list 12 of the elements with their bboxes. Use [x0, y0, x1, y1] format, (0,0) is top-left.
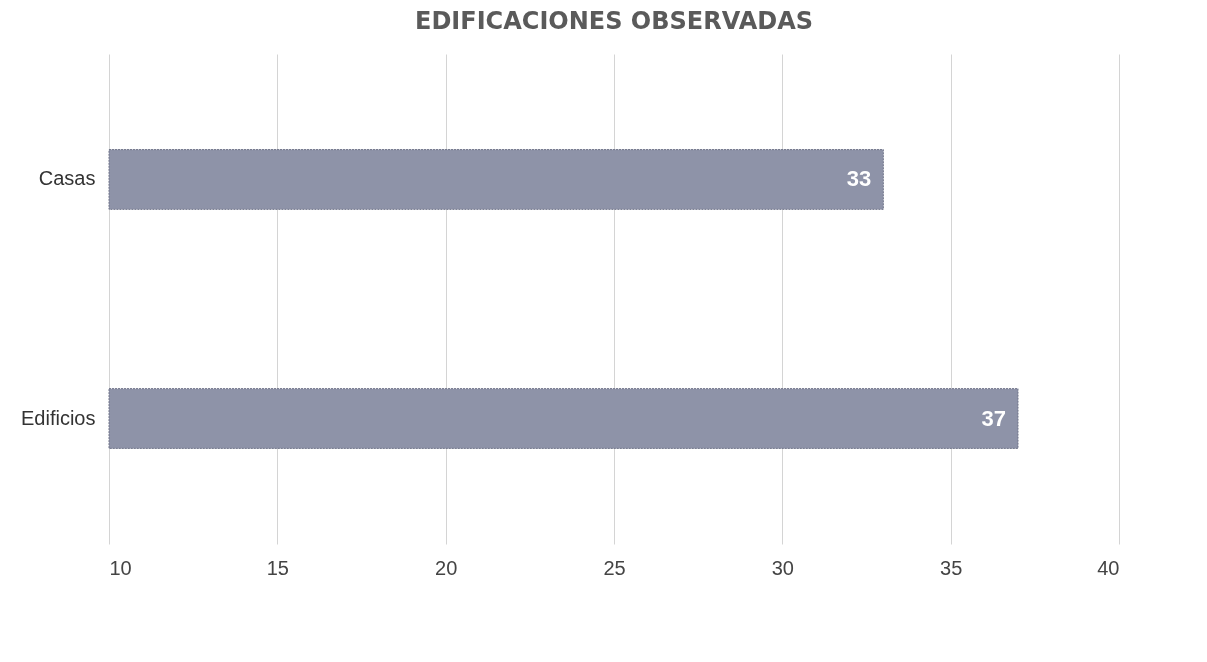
y-tick-label: Edificios	[21, 406, 96, 429]
x-tick-label: 30	[771, 556, 794, 579]
x-tick-label: 15	[266, 556, 289, 579]
data-label: 33	[846, 166, 872, 192]
data-label: 37	[981, 405, 1006, 431]
y-tick-label: Casas	[38, 167, 96, 190]
x-tick-label: 40	[1097, 556, 1120, 579]
chart-title: EDIFICACIONES OBSERVADAS	[415, 7, 813, 35]
x-tick-label: 25	[603, 556, 626, 579]
x-tick-label: 10	[109, 556, 132, 579]
x-tick-label: 20	[435, 556, 458, 579]
x-tick-label: 35	[940, 556, 963, 579]
